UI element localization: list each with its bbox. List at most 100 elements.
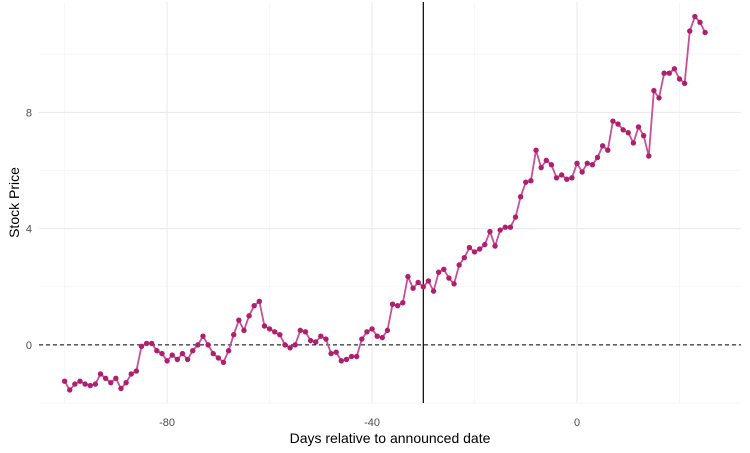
- data-point: [97, 371, 104, 377]
- data-point: [482, 241, 488, 248]
- data-point: [692, 13, 698, 20]
- data-point: [394, 302, 401, 309]
- data-point: [687, 28, 693, 34]
- data-point: [553, 175, 560, 181]
- y-axis-ticks: 0 4 8: [26, 107, 32, 351]
- series-line: [63, 15, 706, 391]
- data-point: [313, 339, 319, 345]
- data-point: [246, 313, 252, 319]
- x-tick-label: -40: [364, 417, 380, 429]
- data-point: [589, 162, 596, 168]
- x-axis-title: Days relative to announced date: [290, 430, 491, 446]
- data-point: [143, 340, 150, 347]
- data-point: [149, 340, 155, 347]
- data-point: [671, 66, 678, 72]
- data-point: [435, 269, 442, 275]
- data-point: [200, 333, 206, 339]
- data-point: [405, 273, 411, 280]
- data-point: [231, 332, 237, 338]
- data-point: [656, 95, 662, 101]
- data-point: [374, 333, 380, 339]
- data-point: [584, 160, 590, 166]
- data-point: [364, 329, 370, 335]
- data-point: [277, 332, 283, 338]
- data-point: [174, 356, 181, 363]
- data-point: [415, 279, 421, 286]
- data-point: [61, 378, 68, 384]
- data-point: [451, 281, 457, 287]
- data-point: [605, 147, 611, 153]
- minor-gridlines: [39, 2, 741, 404]
- data-point: [338, 358, 345, 364]
- data-point: [297, 327, 304, 334]
- data-point: [666, 70, 672, 76]
- data-point: [210, 350, 216, 357]
- data-point: [517, 193, 524, 200]
- y-axis-title: Stock Price: [6, 167, 22, 238]
- data-point: [487, 228, 493, 235]
- data-point: [507, 224, 514, 230]
- data-point: [205, 342, 211, 348]
- data-point: [67, 387, 73, 393]
- data-point: [620, 127, 626, 133]
- data-point: [348, 353, 355, 360]
- data-point: [594, 154, 601, 161]
- data-point: [220, 359, 227, 366]
- data-point: [195, 342, 201, 348]
- x-axis-ticks: -80 -40 0: [159, 417, 580, 429]
- data-point: [72, 381, 78, 387]
- data-point: [169, 352, 175, 358]
- data-point: [328, 350, 334, 357]
- data-point: [272, 329, 278, 335]
- data-point: [676, 76, 683, 82]
- data-point: [179, 350, 186, 357]
- data-point: [558, 172, 565, 178]
- data-point: [564, 176, 570, 182]
- data-point: [523, 179, 529, 185]
- data-point: [138, 343, 145, 350]
- data-point: [266, 326, 273, 332]
- data-point: [77, 378, 83, 384]
- data-point: [333, 349, 339, 355]
- data-point: [430, 288, 437, 294]
- data-point: [379, 334, 386, 341]
- data-point: [533, 147, 539, 153]
- data-point: [82, 381, 88, 387]
- data-point: [610, 118, 616, 124]
- data-point: [92, 381, 99, 387]
- data-point: [502, 224, 508, 230]
- data-point: [369, 326, 375, 332]
- data-point: [123, 379, 129, 386]
- data-point: [446, 275, 452, 281]
- data-points: [61, 13, 708, 393]
- data-point: [318, 333, 324, 339]
- data-point: [466, 244, 473, 251]
- data-point: [528, 178, 534, 184]
- data-point: [538, 164, 544, 171]
- data-point: [384, 327, 391, 334]
- data-point: [471, 249, 478, 255]
- data-point: [359, 336, 365, 342]
- data-point: [118, 385, 124, 392]
- data-point: [343, 356, 350, 363]
- data-point: [113, 375, 119, 382]
- data-point: [102, 375, 109, 382]
- x-tick-label: -80: [159, 417, 175, 429]
- data-point: [548, 162, 555, 168]
- data-point: [569, 175, 575, 181]
- data-point: [615, 121, 621, 127]
- data-point: [108, 379, 114, 386]
- data-point: [236, 317, 242, 323]
- data-point: [282, 342, 288, 348]
- data-point: [164, 358, 170, 364]
- data-point: [456, 262, 462, 268]
- data-point: [497, 227, 503, 233]
- data-point: [492, 243, 498, 249]
- data-point: [292, 342, 298, 348]
- data-point: [133, 368, 140, 374]
- data-point: [353, 353, 360, 360]
- data-point: [154, 347, 160, 354]
- data-point: [476, 246, 483, 252]
- data-point: [661, 70, 667, 76]
- data-point: [307, 337, 314, 344]
